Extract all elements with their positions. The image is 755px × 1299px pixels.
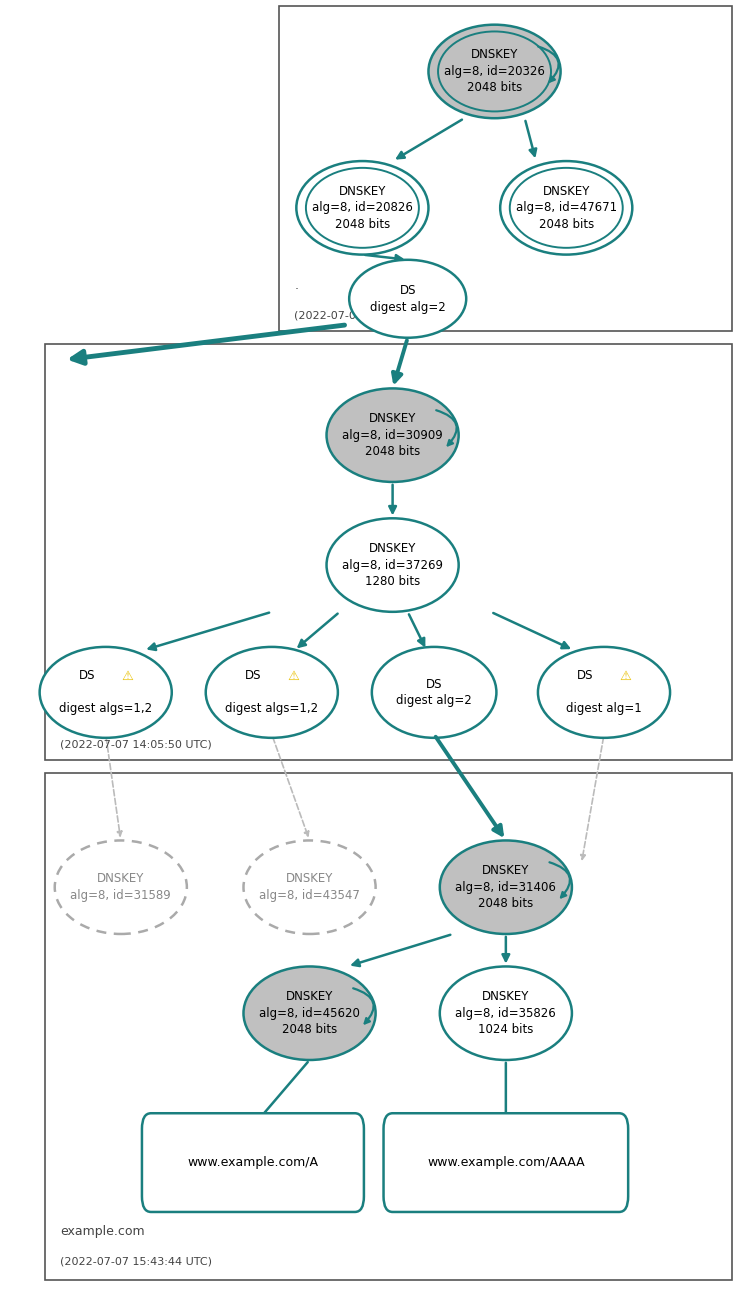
Text: DNSKEY
alg=8, id=20326
2048 bits: DNSKEY alg=8, id=20326 2048 bits [444, 48, 545, 95]
Text: digest alg=1: digest alg=1 [566, 703, 642, 716]
Ellipse shape [327, 388, 459, 482]
Ellipse shape [243, 966, 375, 1060]
Text: DNSKEY
alg=8, id=47671
2048 bits: DNSKEY alg=8, id=47671 2048 bits [516, 184, 617, 231]
Text: example.com: example.com [60, 1225, 145, 1238]
Text: DS: DS [577, 669, 593, 682]
Text: (2022-07-07 12:05:51 UTC): (2022-07-07 12:05:51 UTC) [294, 310, 446, 321]
Ellipse shape [54, 840, 187, 934]
Ellipse shape [243, 840, 375, 934]
Text: (2022-07-07 15:43:44 UTC): (2022-07-07 15:43:44 UTC) [60, 1256, 212, 1267]
Text: ⚠: ⚠ [619, 669, 631, 682]
Text: DNSKEY
alg=8, id=20826
2048 bits: DNSKEY alg=8, id=20826 2048 bits [312, 184, 413, 231]
Ellipse shape [371, 647, 497, 738]
Ellipse shape [439, 840, 572, 934]
Text: (2022-07-07 14:05:50 UTC): (2022-07-07 14:05:50 UTC) [60, 739, 212, 750]
Text: DNSKEY
alg=8, id=45620
2048 bits: DNSKEY alg=8, id=45620 2048 bits [259, 990, 360, 1037]
Ellipse shape [538, 647, 670, 738]
Text: DNSKEY
alg=8, id=31589: DNSKEY alg=8, id=31589 [70, 873, 171, 902]
Text: com: com [60, 708, 87, 721]
FancyBboxPatch shape [279, 6, 732, 331]
Text: DNSKEY
alg=8, id=30909
2048 bits: DNSKEY alg=8, id=30909 2048 bits [342, 412, 443, 459]
Text: DS
digest alg=2: DS digest alg=2 [396, 678, 472, 707]
Text: DNSKEY
alg=8, id=35826
1024 bits: DNSKEY alg=8, id=35826 1024 bits [455, 990, 556, 1037]
Text: ⚠: ⚠ [287, 669, 299, 682]
Text: DNSKEY
alg=8, id=37269
1280 bits: DNSKEY alg=8, id=37269 1280 bits [342, 542, 443, 588]
Text: DNSKEY
alg=8, id=43547: DNSKEY alg=8, id=43547 [259, 873, 360, 902]
Text: DS: DS [245, 669, 261, 682]
Ellipse shape [40, 647, 172, 738]
Text: ⚠: ⚠ [121, 669, 133, 682]
Ellipse shape [500, 161, 633, 255]
Text: DNSKEY
alg=8, id=31406
2048 bits: DNSKEY alg=8, id=31406 2048 bits [455, 864, 556, 911]
FancyBboxPatch shape [142, 1113, 364, 1212]
Text: digest algs=1,2: digest algs=1,2 [225, 703, 319, 716]
Ellipse shape [439, 966, 572, 1060]
Ellipse shape [296, 161, 429, 255]
FancyBboxPatch shape [45, 773, 732, 1280]
Text: digest algs=1,2: digest algs=1,2 [59, 703, 153, 716]
Text: www.example.com/A: www.example.com/A [187, 1156, 319, 1169]
Text: .: . [294, 279, 298, 292]
Text: DS: DS [79, 669, 95, 682]
Text: DS
digest alg=2: DS digest alg=2 [370, 284, 445, 313]
FancyBboxPatch shape [45, 344, 732, 760]
Ellipse shape [205, 647, 338, 738]
Ellipse shape [327, 518, 459, 612]
Ellipse shape [349, 260, 467, 338]
Ellipse shape [429, 25, 561, 118]
Text: www.example.com/AAAA: www.example.com/AAAA [427, 1156, 584, 1169]
FancyBboxPatch shape [384, 1113, 628, 1212]
